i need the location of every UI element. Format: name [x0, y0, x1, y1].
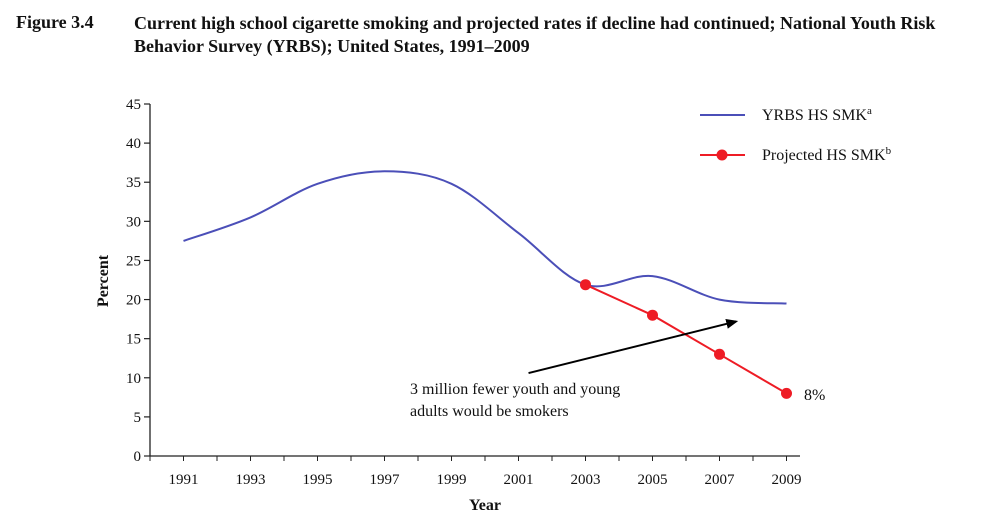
x-tick-label: 2007: [705, 472, 736, 488]
y-tick-label: 45: [126, 97, 141, 113]
data-point-projected: [647, 309, 658, 321]
data-point-projected: [714, 348, 725, 360]
y-tick-label: 0: [134, 449, 142, 465]
x-tick-label: 1991: [169, 472, 199, 488]
series-line-projected: [585, 283, 788, 395]
x-tick-label: 2003: [571, 472, 601, 488]
annotation-text-line1: 3 million fewer youth and young: [410, 381, 620, 398]
y-tick-label: 5: [134, 410, 142, 426]
series-line-yrbs: [183, 170, 787, 305]
legend-label-yrbs: YRBS HS SMKa: [762, 105, 872, 124]
end-value-label: 8%: [804, 387, 825, 404]
x-tick-label: 1999: [437, 472, 467, 488]
x-tick-label: 2005: [638, 472, 668, 488]
y-tick-label: 10: [126, 371, 141, 387]
figure-label: Figure 3.4: [16, 12, 94, 32]
data-point-projected: [781, 387, 792, 399]
x-tick-label: 1993: [236, 472, 266, 488]
legend-marker-projected: [716, 149, 728, 161]
legend-label-projected: Projected HS SMKb: [762, 145, 892, 164]
figure-title: Current high school cigarette smoking an…: [134, 13, 936, 56]
x-tick-label: 1995: [303, 472, 333, 488]
x-tick-label: 1997: [370, 472, 401, 488]
y-tick-label: 20: [126, 293, 141, 309]
annotation-arrow: [528, 319, 739, 375]
x-tick-label: 2001: [504, 472, 534, 488]
y-tick-label: 25: [126, 253, 141, 269]
x-tick-label: 2009: [772, 472, 802, 488]
data-point-projected: [580, 279, 591, 291]
y-axis-title: Percent: [95, 254, 112, 307]
y-tick-label: 15: [126, 332, 141, 348]
x-axis-title: Year: [469, 497, 501, 514]
y-tick-label: 40: [126, 136, 141, 152]
y-tick-label: 30: [126, 214, 141, 230]
annotation-text-line2: adults would be smokers: [410, 403, 569, 420]
y-tick-label: 35: [126, 175, 141, 191]
